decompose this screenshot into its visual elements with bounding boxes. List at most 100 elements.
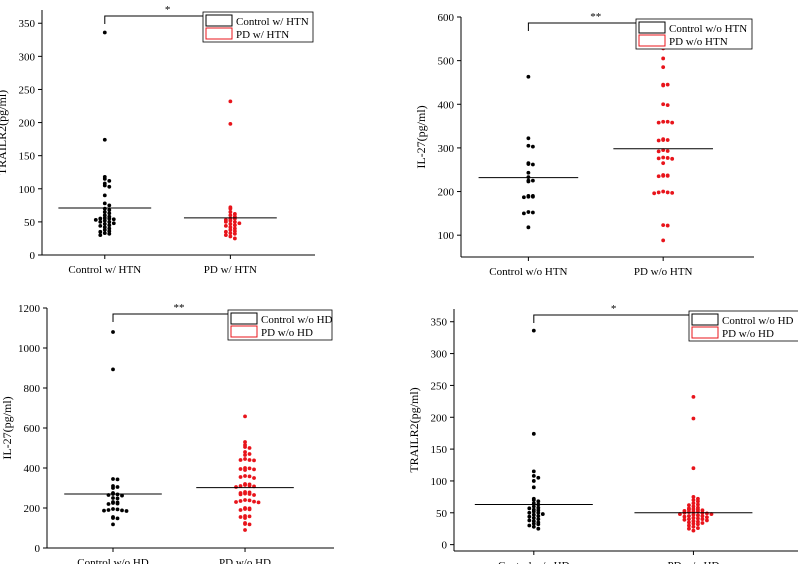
y-tick-label: 400 [24, 463, 41, 475]
data-point-pd [223, 233, 228, 238]
data-point-control [102, 206, 107, 211]
data-point-pd [661, 119, 666, 124]
data-point-pd [661, 161, 666, 166]
legend-swatch [638, 34, 666, 47]
data-point-control [530, 210, 535, 215]
data-point-pd [691, 515, 696, 520]
data-point-control [540, 512, 545, 516]
data-point-pd [696, 526, 700, 530]
legend-label: PD w/ HTN [236, 29, 289, 41]
data-point-control [536, 522, 541, 527]
data-point-pd [243, 528, 247, 532]
data-point-pd [243, 453, 247, 457]
data-point-pd [705, 511, 709, 516]
x-tick-label: PD w/ HTN [204, 264, 257, 276]
data-point-pd [696, 516, 700, 521]
data-point-pd [243, 516, 247, 520]
data-point-pd [238, 515, 243, 519]
chart-panel-3: 0 200 400 600 800 1000 1200 IL-27(pg/ml) Control… [0, 302, 334, 564]
y-tick-label: 1200 [18, 303, 41, 315]
data-point-control [527, 518, 532, 523]
data-point-pd [656, 156, 661, 161]
data-point-pd [252, 493, 256, 497]
data-point-control [531, 509, 536, 514]
data-point-control [102, 508, 106, 513]
data-point-pd [237, 221, 242, 226]
data-point-control [98, 229, 103, 234]
data-point-pd [700, 517, 705, 522]
data-point-pd [223, 219, 228, 224]
data-point-pd [665, 156, 670, 160]
data-point-pd [661, 56, 666, 61]
data-point-control [111, 516, 115, 520]
data-point-pd [228, 121, 233, 126]
legend-swatch [638, 21, 666, 34]
x-tick-label: PD w/o HTN [634, 266, 693, 278]
data-point-pd [238, 484, 243, 488]
data-point-pd [687, 523, 691, 528]
data-point-control [102, 213, 107, 218]
data-point-pd [232, 226, 237, 231]
y-tick-label: 100 [19, 184, 36, 196]
data-point-pd [691, 394, 696, 399]
data-point-control [531, 504, 536, 509]
data-point-control [107, 203, 112, 208]
data-point-control [124, 509, 129, 513]
data-point-pd [247, 483, 252, 488]
data-point-control [102, 193, 107, 198]
y-tick-label: 50 [436, 508, 448, 520]
data-point-control [536, 526, 541, 531]
data-point-control [102, 30, 107, 35]
data-point-control [531, 498, 536, 502]
data-point-pd [223, 229, 228, 234]
data-point-pd [696, 499, 700, 504]
data-point-control [111, 477, 115, 481]
y-tick-label: 200 [431, 412, 448, 424]
data-point-control [527, 510, 532, 515]
data-point-control [98, 216, 103, 221]
data-point-pd [691, 498, 696, 502]
y-tick-label: 400 [438, 99, 455, 111]
data-point-pd [661, 238, 666, 243]
data-point-control [107, 216, 112, 221]
data-point-pd [247, 466, 252, 471]
data-point-pd [665, 223, 670, 228]
data-point-control [107, 219, 112, 224]
data-point-pd [687, 517, 691, 522]
data-point-control [111, 496, 115, 500]
data-point-pd [232, 231, 237, 236]
data-point-control [102, 183, 107, 188]
data-point-pd [687, 514, 691, 518]
data-point-pd [243, 498, 247, 502]
legend-swatch [205, 27, 233, 40]
data-point-control [115, 501, 120, 506]
x-tick-label: PD w/o HD [219, 557, 271, 564]
data-point-pd [705, 518, 709, 523]
y-tick-label: 500 [438, 56, 455, 68]
y-tick-label: 150 [19, 151, 36, 163]
data-point-control [98, 233, 103, 238]
y-tick-label: 300 [19, 51, 36, 63]
y-tick-label: 0 [30, 250, 36, 262]
data-point-pd [656, 120, 661, 125]
data-point-control [527, 506, 532, 511]
significance-bracket [533, 314, 694, 323]
data-point-control [98, 223, 103, 228]
data-point-pd [687, 503, 691, 508]
data-point-pd [247, 446, 252, 450]
data-point-control [107, 211, 112, 216]
data-point-pd [247, 514, 252, 519]
data-point-control [102, 218, 107, 223]
data-point-pd [243, 468, 247, 472]
x-tick-label: PD w/o HD [667, 560, 719, 564]
data-point-pd [243, 483, 247, 487]
data-point-pd [661, 189, 666, 194]
chart-panel-1: 0 50 100 150 200 250 300 350 TRAILR2(pg/ml) Contr… [0, 4, 315, 276]
data-point-pd [238, 475, 243, 479]
data-point-pd [238, 508, 243, 512]
y-tick-label: 50 [24, 217, 36, 229]
data-point-control [526, 225, 531, 230]
data-point-control [102, 216, 107, 220]
